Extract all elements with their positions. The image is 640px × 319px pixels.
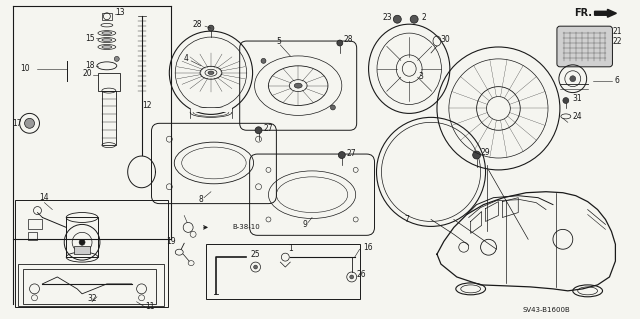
Circle shape [570, 76, 576, 82]
Text: 25: 25 [251, 250, 260, 259]
Circle shape [208, 25, 214, 31]
Circle shape [261, 58, 266, 63]
Circle shape [394, 15, 401, 23]
Circle shape [253, 265, 257, 269]
Text: 16: 16 [363, 243, 372, 252]
Bar [190, 108, 232, 112]
Bar [98, 73, 120, 91]
Text: 24: 24 [573, 112, 582, 121]
Circle shape [255, 127, 262, 134]
Bar [102, 13, 112, 20]
Text: 28: 28 [193, 20, 202, 29]
Ellipse shape [102, 39, 112, 41]
Text: 1: 1 [288, 244, 292, 253]
Text: 5: 5 [276, 37, 281, 46]
Circle shape [410, 15, 418, 23]
Circle shape [473, 151, 481, 159]
Ellipse shape [294, 83, 302, 88]
Circle shape [330, 105, 335, 110]
Text: 29: 29 [481, 148, 490, 157]
Text: 18: 18 [85, 61, 95, 70]
Text: 27: 27 [347, 149, 356, 158]
FancyBboxPatch shape [557, 26, 612, 67]
Circle shape [24, 118, 35, 128]
Text: 30: 30 [440, 34, 450, 44]
Text: 21: 21 [612, 26, 622, 36]
FancyArrow shape [595, 9, 616, 17]
Text: 14: 14 [40, 193, 49, 202]
Text: 15: 15 [85, 33, 95, 42]
Circle shape [339, 152, 345, 159]
Bar [206, 244, 360, 299]
Bar [66, 218, 98, 257]
Text: 20: 20 [82, 69, 92, 78]
Text: 6: 6 [615, 76, 620, 85]
Bar [74, 246, 90, 254]
Text: 23: 23 [383, 13, 392, 22]
Text: FR.: FR. [573, 8, 592, 18]
Circle shape [563, 98, 569, 103]
Text: 32: 32 [87, 294, 97, 303]
Bar [18, 264, 164, 306]
Text: 22: 22 [612, 37, 622, 46]
Text: 12: 12 [142, 101, 151, 110]
Text: 8: 8 [198, 195, 204, 204]
Text: B-38-10: B-38-10 [233, 224, 260, 230]
Circle shape [349, 275, 354, 279]
Bar [28, 219, 42, 229]
Text: SV43-B1600B: SV43-B1600B [522, 307, 570, 313]
Text: 31: 31 [572, 94, 582, 103]
Text: 2: 2 [422, 13, 426, 22]
Text: 11: 11 [145, 302, 154, 311]
Circle shape [115, 56, 119, 61]
Text: 7: 7 [404, 215, 410, 224]
Circle shape [79, 239, 85, 245]
Ellipse shape [102, 32, 112, 34]
Text: 28: 28 [343, 34, 353, 44]
Text: 4: 4 [184, 54, 189, 63]
Bar [15, 200, 168, 307]
Text: 10: 10 [20, 64, 29, 73]
Bar [102, 91, 116, 145]
Text: 9: 9 [303, 220, 308, 229]
Text: 13: 13 [115, 8, 125, 17]
Text: 26: 26 [357, 271, 367, 279]
Text: 27: 27 [264, 124, 273, 133]
Circle shape [337, 40, 343, 46]
Ellipse shape [208, 71, 214, 75]
Bar [28, 232, 38, 240]
Text: 3: 3 [419, 72, 424, 81]
Text: 17: 17 [12, 119, 22, 128]
Ellipse shape [102, 46, 112, 48]
Text: 19: 19 [166, 237, 176, 246]
